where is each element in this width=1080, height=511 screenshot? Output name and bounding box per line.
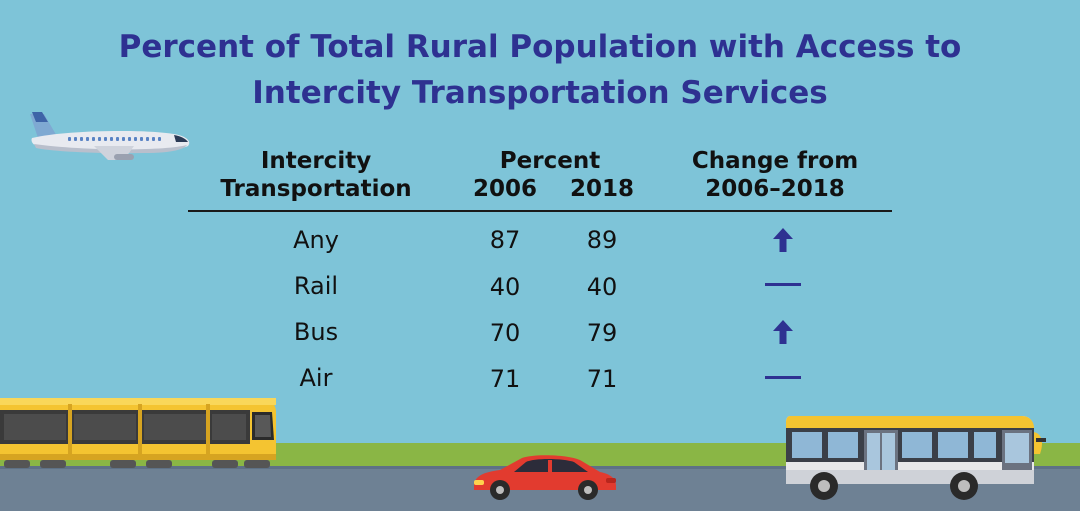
header-divider [188,210,892,212]
no-change-dash-icon [765,283,801,286]
row-air-2006: 71 [489,365,521,393]
header-percent: Percent [499,148,601,174]
row-rail-2006: 40 [489,273,521,301]
title-line-2: Intercity Transportation Services [252,75,828,111]
row-any-2006: 87 [489,226,521,254]
no-change-dash-icon [765,376,801,379]
row-any-2018: 89 [586,226,618,254]
row-rail-2018: 40 [586,273,618,301]
header-year-2006: 2006 [472,176,537,202]
row-bus-2018: 79 [586,319,618,347]
up-arrow-icon [773,228,793,252]
row-rail-mode: Rail [293,272,339,300]
title-line-1: Percent of Total Rural Population with A… [118,29,962,65]
row-bus-mode: Bus [293,318,339,346]
header-year-2018: 2018 [569,176,634,202]
up-arrow-icon [773,320,793,344]
header-intercity-transportation: Intercity Transportation [220,148,412,202]
row-bus-2006: 70 [489,319,521,347]
row-air-mode: Air [299,364,333,392]
car-icon [474,455,616,500]
row-air-2018: 71 [586,365,618,393]
airplane-icon [30,112,190,160]
bus-icon [786,416,1046,500]
train-icon [0,398,276,468]
row-any-mode: Any [293,226,339,254]
page-title: Percent of Total Rural Population with A… [0,24,1080,116]
header-change: Change from 2006–2018 [691,148,859,202]
